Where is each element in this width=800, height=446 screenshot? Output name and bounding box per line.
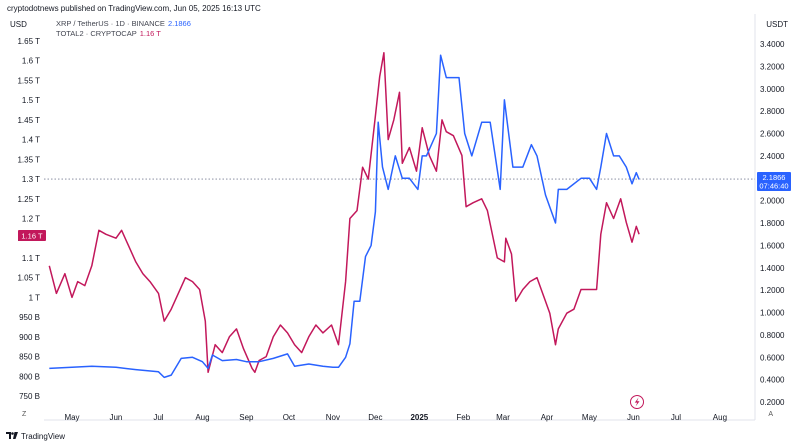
left-tick-label: 750 B bbox=[19, 392, 40, 401]
left-tick-label: 900 B bbox=[19, 333, 40, 342]
left-tick-label: 800 B bbox=[19, 372, 40, 381]
zoom-button[interactable]: Z bbox=[22, 411, 27, 418]
left-tick-label: 1.25 T bbox=[17, 195, 40, 204]
left-tick-label: 1.4 T bbox=[22, 136, 40, 145]
left-tick-label: 1.2 T bbox=[22, 215, 40, 224]
right-tick-label: 1.8000 bbox=[760, 219, 785, 228]
right-tick-label: 3.2000 bbox=[760, 62, 785, 71]
right-tick-label: 2.8000 bbox=[760, 107, 785, 116]
right-axis-ticks: 3.40003.20003.00002.80002.60002.40002.20… bbox=[760, 40, 785, 407]
time-tick-label: Jul bbox=[153, 413, 163, 422]
time-tick-label: Dec bbox=[368, 413, 382, 422]
legend-row-xrp[interactable]: XRP / TetherUS · 1D · BINANCE 2.1866 bbox=[56, 19, 191, 29]
legend-total2-value: 1.16 T bbox=[139, 29, 161, 38]
time-tick-label: Jun bbox=[109, 413, 122, 422]
countdown-text: 07:46:40 bbox=[759, 182, 788, 191]
right-tick-label: 2.6000 bbox=[760, 130, 785, 139]
left-tick-label: 850 B bbox=[19, 353, 40, 362]
time-axis-ticks: May Jun Jul Aug Sep Oct Nov Dec 2025 Feb Mar Apr May… bbox=[64, 413, 727, 422]
time-tick-label: Nov bbox=[326, 413, 340, 422]
right-tick-label: 1.2000 bbox=[760, 286, 785, 295]
right-tick-label: 0.8000 bbox=[760, 331, 785, 340]
time-tick-label: Oct bbox=[283, 413, 296, 422]
auto-scale-button[interactable]: A bbox=[768, 411, 773, 418]
left-tick-label: 1.1 T bbox=[22, 254, 40, 263]
right-tick-label: 3.4000 bbox=[760, 40, 785, 49]
time-tick-label: Mar bbox=[496, 413, 510, 422]
right-tick-label: 2.4000 bbox=[760, 152, 785, 161]
left-tick-label: 1.6 T bbox=[22, 57, 40, 66]
tradingview-brand-text: TradingView bbox=[21, 432, 66, 441]
lightning-icon[interactable] bbox=[630, 395, 644, 409]
left-tick-label: 1.45 T bbox=[17, 116, 40, 125]
right-tick-label: 0.2000 bbox=[760, 398, 785, 407]
left-tick-label: 950 B bbox=[19, 313, 40, 322]
right-tick-label: 3.0000 bbox=[760, 85, 785, 94]
right-tick-label: 1.6000 bbox=[760, 241, 785, 250]
time-tick-label: Jul bbox=[671, 413, 681, 422]
left-tick-label: 1.3 T bbox=[22, 175, 40, 184]
right-tick-label: 0.4000 bbox=[760, 376, 785, 385]
left-tick-label: 1.65 T bbox=[17, 37, 40, 46]
left-tick-label: 1.55 T bbox=[17, 76, 40, 85]
left-axis-ticks: 1.65 T 1.6 T 1.55 T 1.5 T 1.45 T 1.4 T 1.35 T 1… bbox=[17, 37, 40, 401]
left-tick-label: 1.05 T bbox=[17, 274, 40, 283]
footer-brand[interactable]: TradingView bbox=[6, 432, 65, 441]
tradingview-logo-icon bbox=[6, 432, 18, 441]
time-tick-label: Sep bbox=[239, 413, 254, 422]
time-tick-label: Aug bbox=[195, 413, 209, 422]
chart-legend: XRP / TetherUS · 1D · BINANCE 2.1866 TOTA… bbox=[56, 19, 191, 39]
time-tick-label: May bbox=[64, 413, 79, 422]
time-tick-label: Aug bbox=[713, 413, 727, 422]
legend-total2-label: TOTAL2 · CRYPTOCAP bbox=[56, 29, 137, 38]
left-tick-label: 1.35 T bbox=[17, 155, 40, 164]
right-tick-label: 2.0000 bbox=[760, 197, 785, 206]
left-tick-label: 1 T bbox=[29, 293, 41, 302]
published-header: cryptodotnews published on TradingView.c… bbox=[7, 4, 261, 13]
legend-xrp-value: 2.1866 bbox=[167, 19, 191, 28]
legend-row-total2[interactable]: TOTAL2 · CRYPTOCAP 1.16 T bbox=[56, 29, 191, 39]
time-tick-label: Feb bbox=[456, 413, 470, 422]
total2-series-line bbox=[48, 52, 640, 374]
time-tick-label: Jun bbox=[627, 413, 640, 422]
right-price-badge: 2.1866 07:46:40 bbox=[757, 172, 791, 191]
right-tick-label: 1.4000 bbox=[760, 264, 785, 273]
right-price-badge-text: 2.1866 bbox=[763, 173, 786, 182]
left-value-badge: 1.16 T bbox=[18, 230, 46, 241]
left-axis-unit: USD bbox=[10, 20, 27, 29]
time-tick-label: May bbox=[582, 413, 597, 422]
legend-xrp-label: XRP / TetherUS · 1D · BINANCE bbox=[56, 19, 165, 28]
left-value-badge-text: 1.16 T bbox=[21, 232, 43, 241]
xrp-series-line bbox=[49, 54, 640, 379]
right-axis-unit: USDT bbox=[766, 20, 788, 29]
right-tick-label: 1.0000 bbox=[760, 309, 785, 318]
left-tick-label: 1.5 T bbox=[22, 96, 40, 105]
time-tick-label: 2025 bbox=[410, 413, 428, 422]
time-tick-label: Apr bbox=[541, 413, 554, 422]
right-tick-label: 0.6000 bbox=[760, 353, 785, 362]
